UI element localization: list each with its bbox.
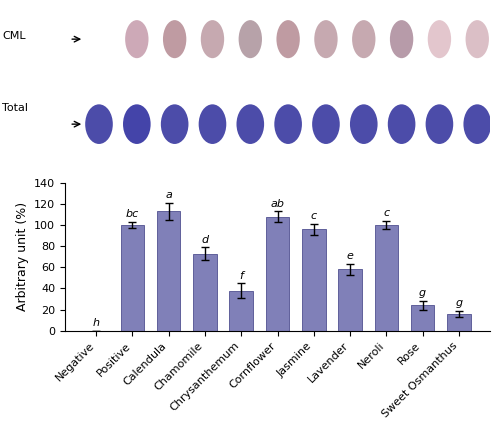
Ellipse shape — [276, 20, 300, 58]
Ellipse shape — [125, 20, 148, 58]
Text: g: g — [419, 288, 426, 298]
Ellipse shape — [312, 104, 340, 144]
Ellipse shape — [388, 104, 415, 144]
Ellipse shape — [426, 104, 453, 144]
Text: g: g — [456, 298, 462, 308]
Ellipse shape — [163, 20, 186, 58]
Bar — [338, 269, 362, 331]
Ellipse shape — [201, 20, 224, 58]
Text: c: c — [310, 211, 317, 221]
Ellipse shape — [352, 20, 376, 58]
Text: f: f — [240, 271, 243, 281]
Ellipse shape — [198, 104, 226, 144]
Ellipse shape — [85, 104, 113, 144]
Bar — [302, 229, 326, 331]
Bar — [157, 211, 180, 331]
Y-axis label: Arbitrary unit (%): Arbitrary unit (%) — [16, 202, 28, 311]
Ellipse shape — [238, 20, 262, 58]
Ellipse shape — [350, 104, 378, 144]
Bar — [374, 225, 398, 331]
Text: d: d — [202, 234, 208, 245]
Text: c: c — [384, 208, 390, 218]
Text: a: a — [165, 190, 172, 200]
Text: bc: bc — [126, 209, 139, 219]
Text: Total: Total — [2, 103, 29, 113]
Ellipse shape — [274, 104, 302, 144]
Ellipse shape — [464, 104, 491, 144]
Ellipse shape — [314, 20, 338, 58]
Text: CML: CML — [2, 31, 26, 41]
Ellipse shape — [390, 20, 413, 58]
Bar — [266, 217, 289, 331]
Text: h: h — [92, 318, 100, 328]
Text: ab: ab — [270, 198, 284, 209]
Ellipse shape — [466, 20, 489, 58]
Bar — [447, 314, 470, 331]
Ellipse shape — [428, 20, 451, 58]
Ellipse shape — [161, 104, 188, 144]
Ellipse shape — [236, 104, 264, 144]
Bar — [193, 254, 216, 331]
Bar — [120, 225, 144, 331]
Bar — [411, 305, 434, 331]
Ellipse shape — [123, 104, 150, 144]
Bar — [230, 290, 253, 331]
Text: e: e — [346, 251, 354, 262]
